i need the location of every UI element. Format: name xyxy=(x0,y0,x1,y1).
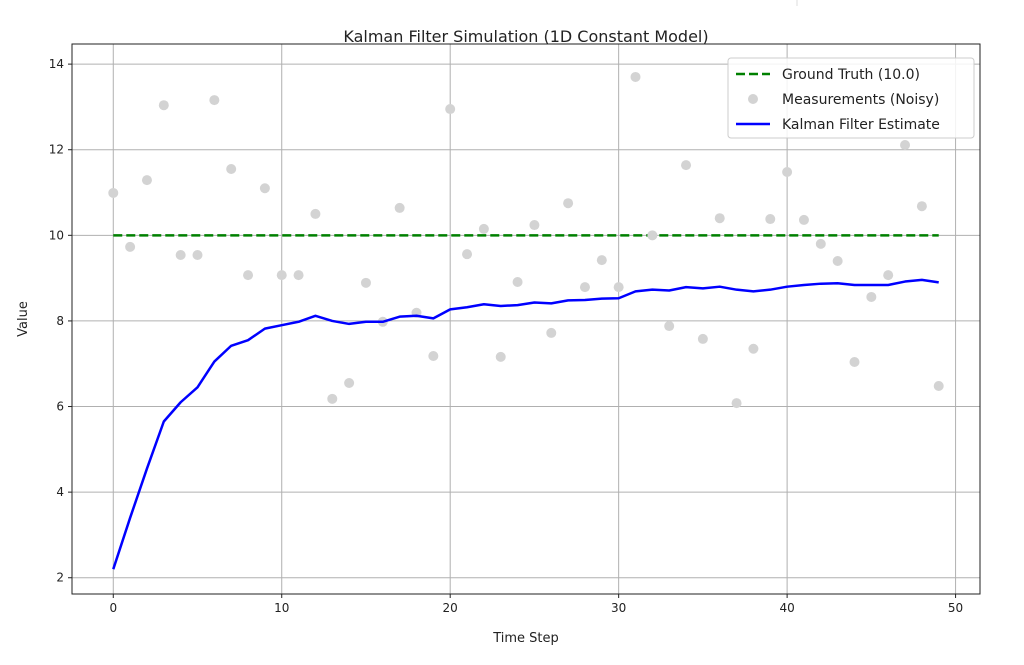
measurement-point xyxy=(798,214,809,225)
measurement-point xyxy=(546,327,557,338)
legend-label: Ground Truth (10.0) xyxy=(782,67,920,83)
chart-title: Kalman Filter Simulation (1D Constant Mo… xyxy=(343,27,708,46)
measurement-point xyxy=(681,160,692,171)
measurement-point xyxy=(141,175,152,186)
legend-label: Kalman Filter Estimate xyxy=(782,117,940,133)
measurement-point xyxy=(647,230,658,241)
x-tick-label: 30 xyxy=(611,601,626,615)
measurement-point xyxy=(293,270,304,281)
measurement-point xyxy=(731,398,742,409)
measurement-point xyxy=(445,104,456,115)
measurement-point xyxy=(849,357,860,368)
measurement-point xyxy=(815,238,826,249)
measurement-point xyxy=(108,187,119,198)
y-tick-label: 14 xyxy=(49,57,64,71)
measurement-point xyxy=(529,220,540,231)
x-tick-label: 10 xyxy=(274,601,289,615)
y-tick-label: 8 xyxy=(56,314,64,328)
y-tick-label: 6 xyxy=(56,400,64,414)
measurement-point xyxy=(276,270,287,281)
measurement-point xyxy=(765,214,776,225)
measurement-point xyxy=(226,163,237,174)
legend-label: Measurements (Noisy) xyxy=(782,92,939,108)
y-tick-label: 2 xyxy=(56,571,64,585)
y-tick-label: 4 xyxy=(56,485,64,499)
measurement-point xyxy=(428,351,439,362)
x-tick-label: 40 xyxy=(779,601,794,615)
measurement-point xyxy=(613,282,624,293)
measurement-point xyxy=(916,201,927,212)
measurement-point xyxy=(175,250,186,261)
measurement-point xyxy=(394,202,405,213)
measurement-point xyxy=(630,71,641,82)
measurement-point xyxy=(209,95,220,106)
measurement-point xyxy=(596,255,607,266)
legend-marker-measurements xyxy=(748,94,758,104)
plot-frame xyxy=(71,43,981,595)
x-tick-label: 50 xyxy=(948,601,963,615)
x-axis-label: Time Step xyxy=(492,631,559,646)
measurement-point xyxy=(495,351,506,362)
measurement-point xyxy=(478,223,489,234)
kalman-estimate-line xyxy=(112,278,939,570)
measurement-point xyxy=(192,250,203,261)
legend: Ground Truth (10.0) Measurements (Noisy) K… xyxy=(727,57,975,139)
x-tick-label: 0 xyxy=(109,601,117,615)
measurement-point xyxy=(748,343,759,354)
x-tick-label: 20 xyxy=(443,601,458,615)
measurement-point xyxy=(310,208,321,219)
measurement-point xyxy=(563,198,574,209)
measurement-point xyxy=(327,393,338,404)
measurement-point xyxy=(259,183,270,194)
measurement-point xyxy=(243,270,254,281)
measurement-point xyxy=(579,282,590,293)
measurement-point xyxy=(782,166,793,177)
y-tick-label: 12 xyxy=(49,143,64,157)
legend-box xyxy=(727,57,975,139)
measurement-point xyxy=(714,213,725,224)
y-tick-label: 10 xyxy=(49,228,64,242)
measurement-point xyxy=(933,380,944,391)
measurement-point xyxy=(664,321,675,332)
measurement-point xyxy=(512,276,523,287)
measurement-point xyxy=(883,270,894,281)
measurement-point xyxy=(344,377,355,388)
y-axis-label: Value xyxy=(16,301,31,337)
measurement-point xyxy=(697,333,708,344)
measurement-point xyxy=(462,249,473,260)
measurement-point xyxy=(360,277,371,288)
measurement-point xyxy=(866,291,877,302)
measurement-point xyxy=(158,100,169,111)
measurement-point xyxy=(125,241,136,252)
measurement-point xyxy=(832,256,843,267)
measurement-point xyxy=(900,140,911,151)
